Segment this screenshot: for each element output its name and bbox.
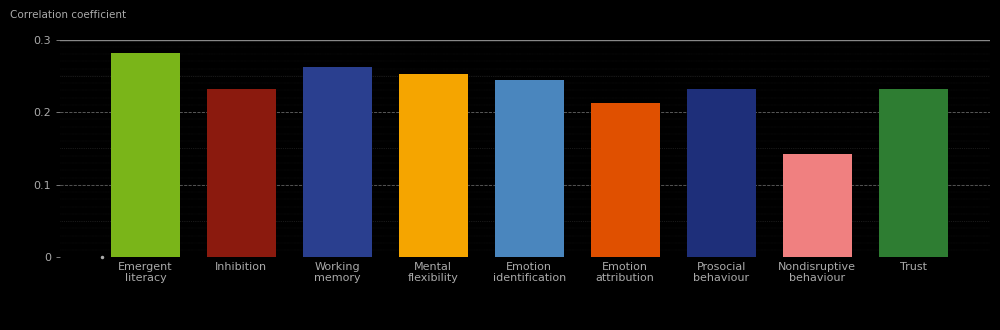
Bar: [879, 89, 948, 257]
Bar: [207, 89, 276, 257]
Bar: [591, 103, 660, 257]
Bar: [111, 53, 180, 257]
Bar: [687, 89, 756, 257]
Bar: [399, 75, 468, 257]
Text: Correlation coefficient: Correlation coefficient: [10, 10, 126, 20]
Bar: [783, 154, 852, 257]
Bar: [495, 80, 564, 257]
Bar: [303, 67, 372, 257]
